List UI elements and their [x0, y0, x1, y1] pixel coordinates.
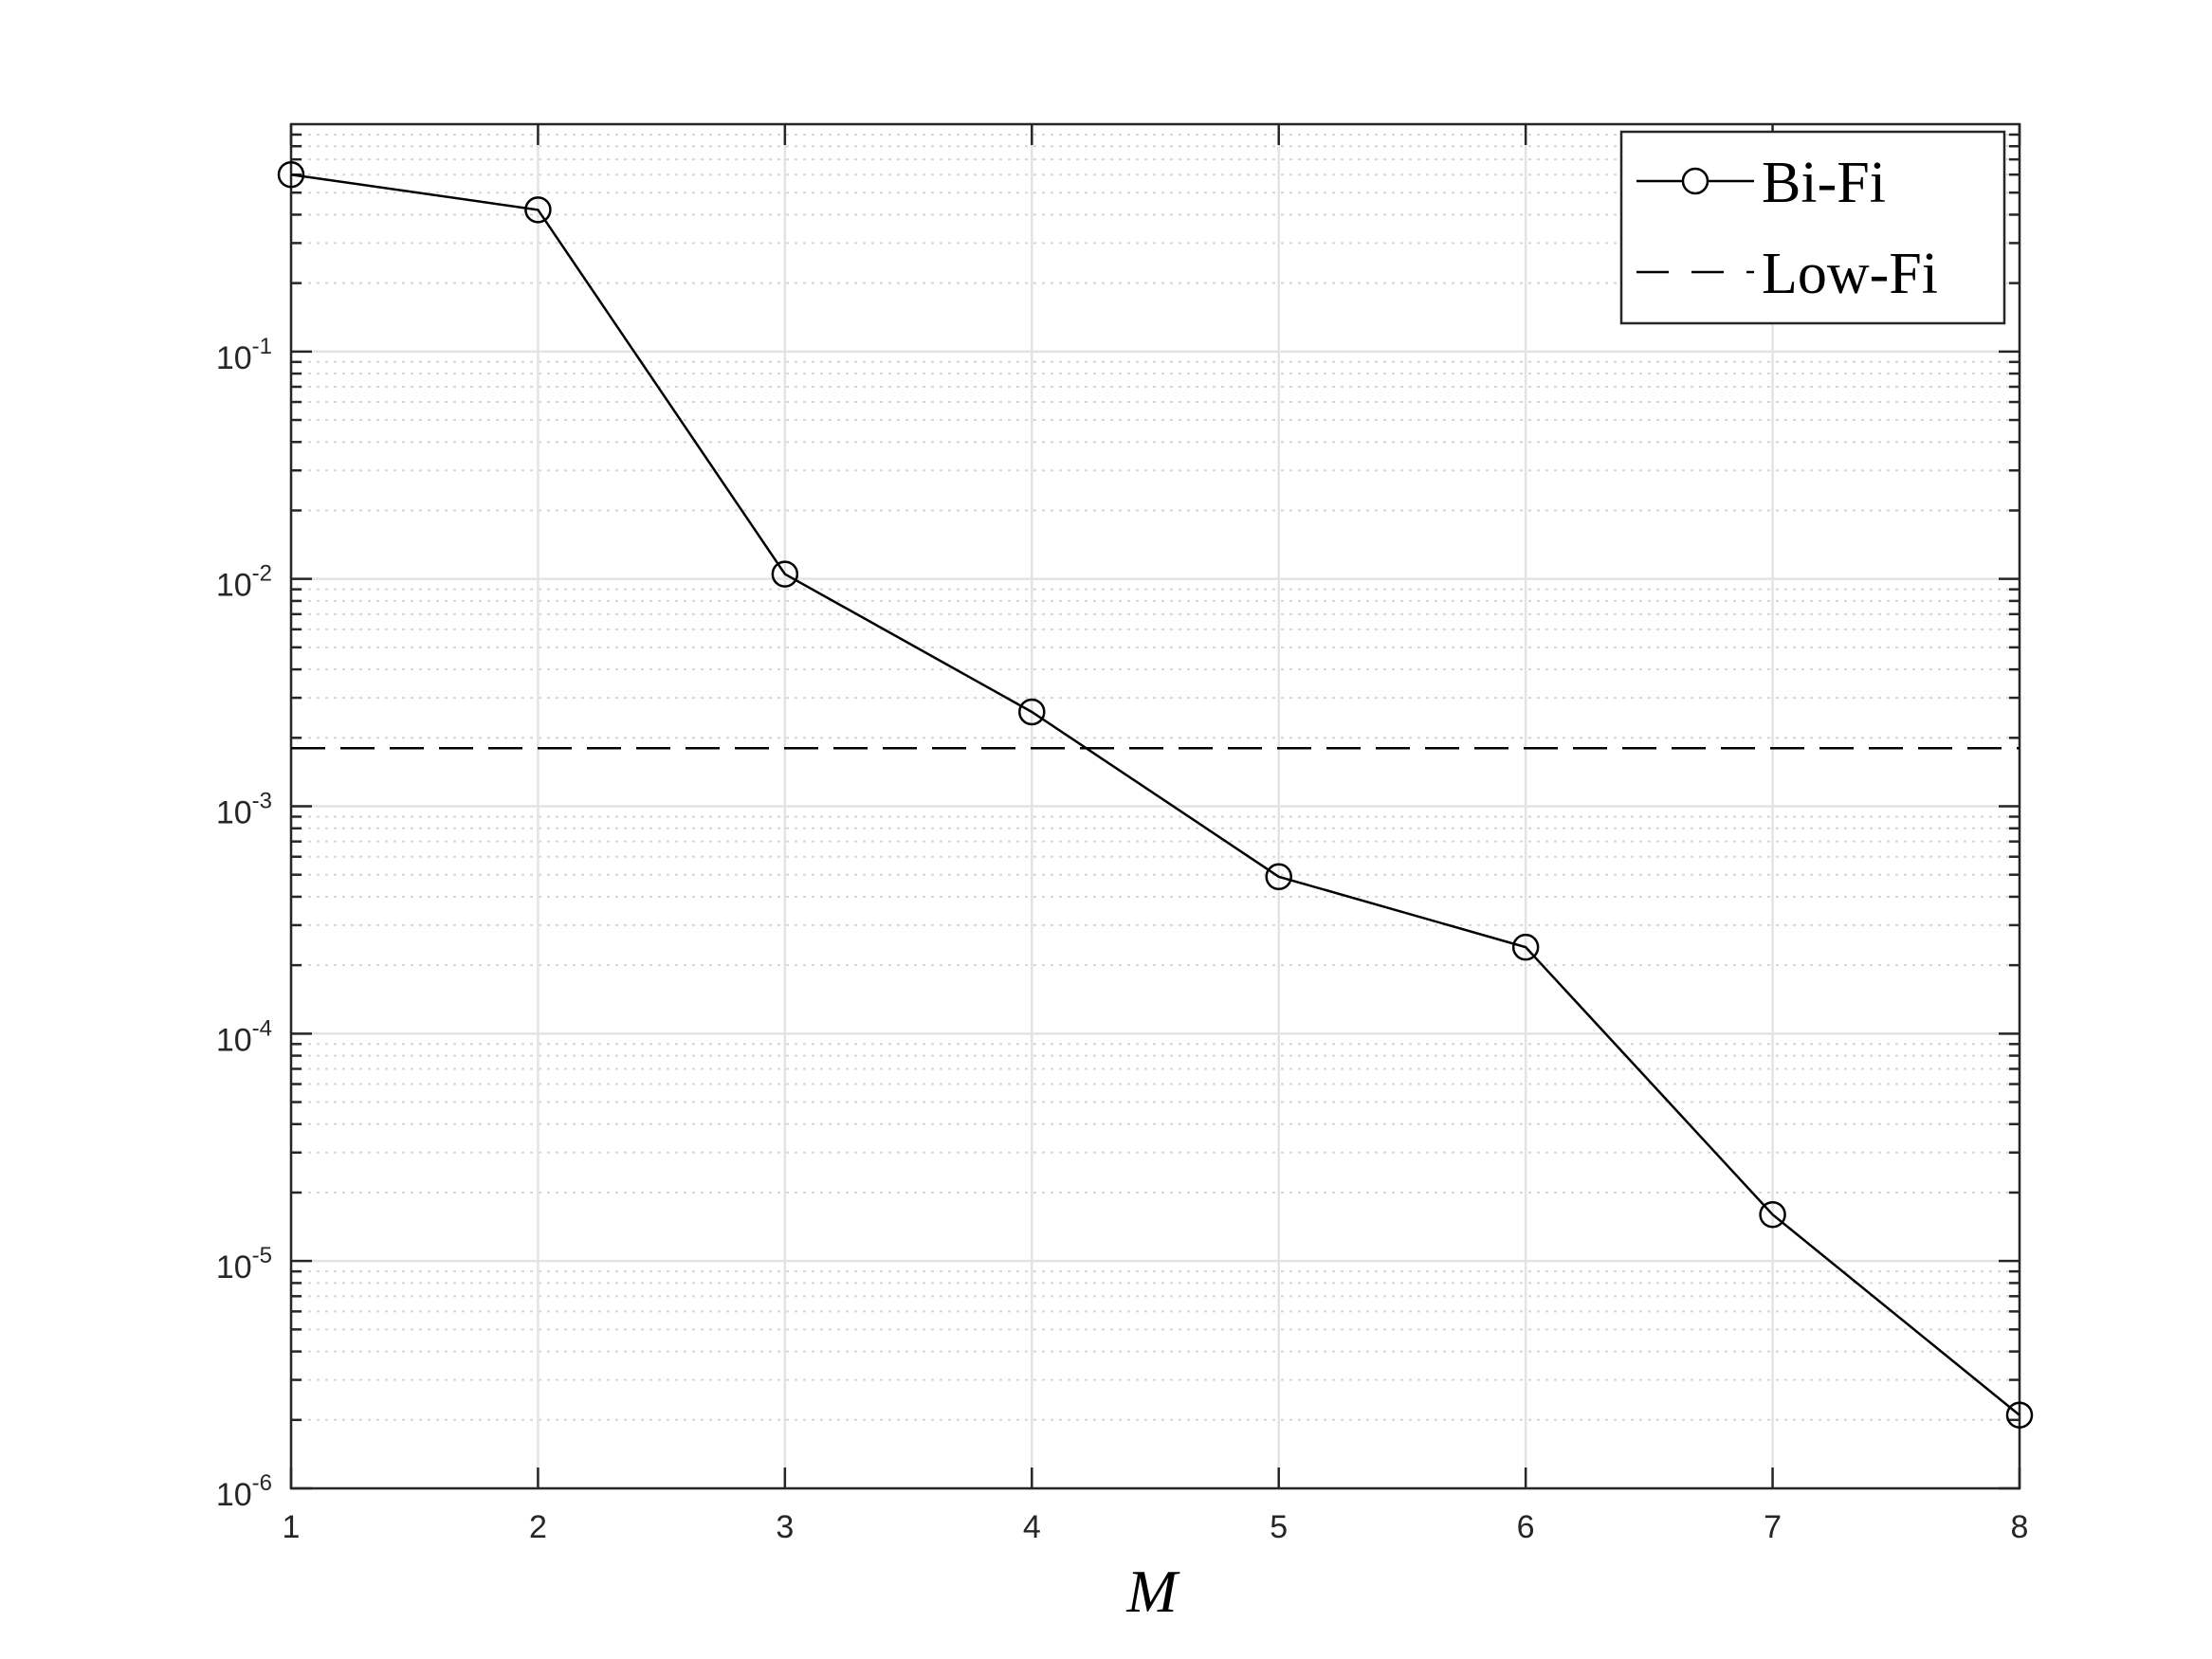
legend-label-low-fi: Low-Fi	[1762, 242, 1938, 306]
data-point-bi-fi	[277, 160, 305, 189]
data-point-bi-fi	[771, 560, 799, 588]
data-point-bi-fi	[524, 196, 552, 224]
y-tick-label: 10-3	[216, 789, 272, 831]
x-tick-label: 6	[1517, 1509, 1535, 1545]
x-tick-label: 4	[1023, 1509, 1041, 1545]
y-tick-label: 10-6	[216, 1470, 272, 1513]
legend-box	[1619, 130, 2006, 325]
data-point-bi-fi	[1265, 863, 1292, 891]
x-tick-label: 2	[529, 1509, 547, 1545]
legend: Bi-Fi Low-Fi	[1619, 130, 2006, 325]
data-point-bi-fi	[1018, 698, 1046, 726]
series-line-bi-fi	[290, 173, 2020, 1416]
axes: 10-1 10-2 10-3 10-4 10-5 10-6 1 2 3 4 5 6 7 8	[216, 122, 2029, 1545]
x-axis-title: M	[1125, 1558, 1180, 1625]
x-tick-label: 3	[776, 1509, 794, 1545]
y-tick-label: 10-2	[216, 561, 272, 604]
legend-marker-bi-fi	[1681, 167, 1709, 195]
legend-label-bi-fi: Bi-Fi	[1762, 151, 1886, 215]
y-tick-label: 10-4	[216, 1015, 272, 1058]
data-point-bi-fi	[2005, 1401, 2034, 1429]
x-tick-label: 8	[2011, 1509, 2029, 1545]
data-point-bi-fi	[1759, 1200, 1786, 1229]
y-tick-label: 10-5	[216, 1243, 272, 1285]
y-tick-label: 10-1	[216, 334, 272, 376]
data-point-bi-fi	[1511, 933, 1540, 961]
x-tick-label: 5	[1270, 1509, 1288, 1545]
x-tick-label: 1	[283, 1509, 301, 1545]
series-layer	[277, 160, 2034, 1429]
x-tick-label: 7	[1764, 1509, 1782, 1545]
